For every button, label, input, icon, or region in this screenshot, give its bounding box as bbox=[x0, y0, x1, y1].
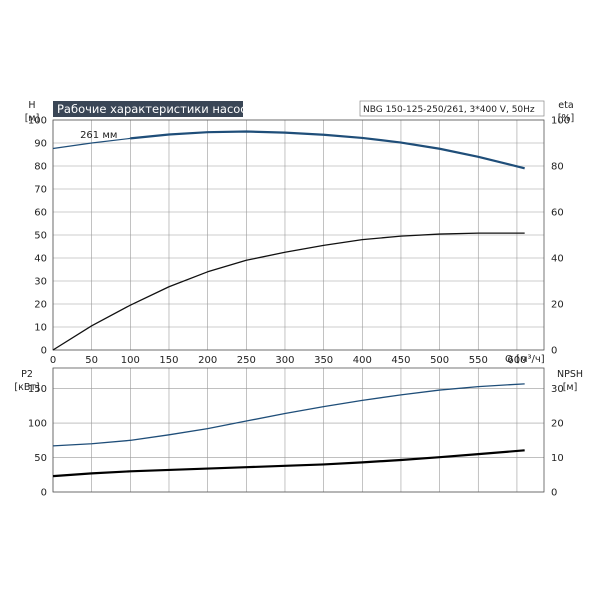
series-label: 261 мм bbox=[80, 130, 117, 141]
x-tick-label: 100 bbox=[121, 355, 140, 366]
x-tick-label: 400 bbox=[353, 355, 372, 366]
model-label: NBG 150-125-250/261, 3*400 V, 50Hz bbox=[363, 105, 535, 115]
series-line-eta bbox=[52, 232, 525, 351]
left-tick-label: 10 bbox=[34, 323, 47, 334]
top-right-axis-unit: [%] bbox=[558, 113, 574, 124]
right-tick-label: 30 bbox=[551, 384, 564, 395]
right-tick-label: 0 bbox=[551, 488, 557, 499]
right-tick-label: 20 bbox=[551, 300, 564, 311]
bottom-right-axis-unit: [м] bbox=[563, 382, 578, 393]
left-tick-label: 30 bbox=[34, 277, 47, 288]
left-tick-label: 40 bbox=[34, 254, 47, 265]
right-tick-label: 100 bbox=[551, 116, 570, 127]
series-line-head-low-flow bbox=[52, 137, 131, 150]
top-right-axis-label: eta bbox=[558, 100, 573, 111]
x-tick-label: 50 bbox=[85, 355, 98, 366]
title-box bbox=[53, 101, 243, 117]
right-tick-label: 60 bbox=[551, 208, 564, 219]
top-panel-frame bbox=[52, 119, 545, 351]
right-tick-label: 40 bbox=[551, 254, 564, 265]
bottom-left-axis-label: P2 bbox=[21, 369, 33, 380]
x-tick-label: 200 bbox=[198, 355, 217, 366]
left-tick-label: 90 bbox=[34, 139, 47, 150]
bottom-right-axis-label: NPSH bbox=[557, 369, 583, 380]
top-right-axis-ticks: 0 20 40 60 80 100 bbox=[551, 116, 570, 357]
left-tick-label: 70 bbox=[34, 185, 47, 196]
left-tick-label: 80 bbox=[34, 162, 47, 173]
bottom-left-axis-ticks: 0 50 100 150 bbox=[28, 384, 47, 498]
right-tick-label: 80 bbox=[551, 162, 564, 173]
x-axis-label: Q [м³/ч] bbox=[505, 354, 545, 365]
left-tick-label: 0 bbox=[41, 346, 47, 357]
x-tick-label: 600 bbox=[507, 355, 526, 366]
series-line-head bbox=[130, 130, 525, 170]
bottom-left-axis-unit: [кВт] bbox=[14, 382, 39, 393]
x-tick-label: 500 bbox=[430, 355, 449, 366]
x-tick-label: 450 bbox=[391, 355, 410, 366]
x-tick-label: 0 bbox=[50, 355, 56, 366]
left-tick-label: 50 bbox=[34, 231, 47, 242]
series-line-p2 bbox=[52, 383, 525, 447]
series-line-npsh bbox=[52, 449, 525, 478]
model-box bbox=[359, 100, 545, 117]
x-tick-label: 250 bbox=[237, 355, 256, 366]
right-tick-label: 10 bbox=[551, 453, 564, 464]
bottom-right-axis-ticks: 0 10 20 30 bbox=[551, 384, 564, 498]
top-left-axis-label: H bbox=[28, 100, 35, 111]
left-tick-label: 20 bbox=[34, 300, 47, 311]
left-tick-label: 60 bbox=[34, 208, 47, 219]
x-tick-label: 300 bbox=[275, 355, 294, 366]
x-tick-label: 550 bbox=[469, 355, 488, 366]
top-left-axis-ticks: 0 10 20 30 40 50 60 70 80 90 100 bbox=[28, 116, 47, 357]
bottom-panel-frame bbox=[52, 367, 545, 493]
left-tick-label: 50 bbox=[34, 453, 47, 464]
top-left-axis-unit: [м] bbox=[25, 113, 40, 124]
left-tick-label: 150 bbox=[28, 384, 47, 395]
x-axis-ticks: 0 50 100 150 200 250 300 350 400 450 500 550 600 bbox=[50, 355, 527, 366]
left-tick-label: 100 bbox=[28, 116, 47, 127]
chart-title: Рабочие характеристики насоса bbox=[57, 102, 254, 116]
right-tick-label: 20 bbox=[551, 419, 564, 430]
left-tick-label: 100 bbox=[28, 419, 47, 430]
right-tick-label: 0 bbox=[551, 346, 557, 357]
left-tick-label: 0 bbox=[41, 488, 47, 499]
x-tick-label: 150 bbox=[159, 355, 178, 366]
series-layer: 261 мм bbox=[52, 130, 525, 478]
x-tick-label: 350 bbox=[314, 355, 333, 366]
bottom-panel-grid bbox=[52, 368, 544, 493]
